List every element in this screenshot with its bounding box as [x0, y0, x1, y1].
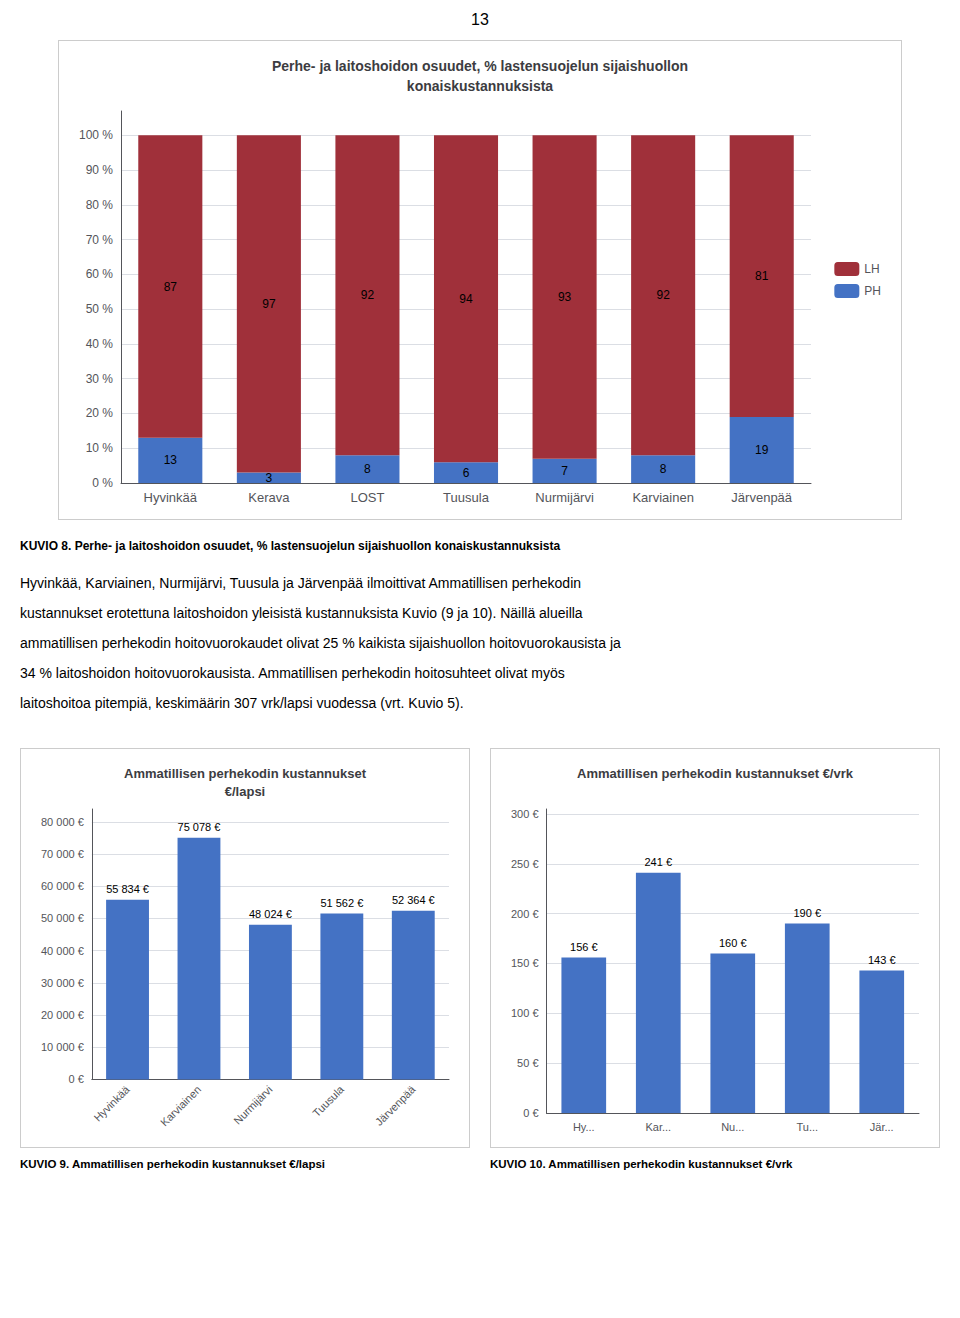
svg-text:90 %: 90 % — [86, 163, 114, 177]
svg-text:92: 92 — [361, 288, 375, 302]
svg-text:50 %: 50 % — [86, 302, 114, 316]
svg-text:PH: PH — [864, 284, 881, 298]
svg-text:40 %: 40 % — [86, 337, 114, 351]
svg-text:Ammatillisen perhekodin kustan: Ammatillisen perhekodin kustannukset — [124, 766, 367, 781]
html-text:Hyvinkää, Karviainen, Nurmijär: Hyvinkää, Karviainen, Nurmijärvi, Tuusul… — [20, 575, 581, 591]
svg-text:40 000 €: 40 000 € — [41, 945, 84, 957]
svg-text:160 €: 160 € — [719, 937, 747, 949]
svg-text:52 364 €: 52 364 € — [392, 894, 435, 906]
svg-text:0 %: 0 % — [92, 476, 113, 490]
svg-text:30 %: 30 % — [86, 372, 114, 386]
svg-text:Karviainen: Karviainen — [158, 1083, 203, 1128]
svg-text:60 %: 60 % — [86, 267, 114, 281]
svg-text:156 €: 156 € — [570, 941, 598, 953]
html-text:KUVIO 9. Ammatillisen perhekod: KUVIO 9. Ammatillisen perhekodin kustann… — [20, 1158, 326, 1170]
html-text:ammatillisen perhekodin hoitov: ammatillisen perhekodin hoitovuorokaudet… — [20, 635, 621, 651]
html-text:34 % laitoshoidon hoitovuoroka: 34 % laitoshoidon hoitovuorokausista. Am… — [20, 665, 565, 681]
svg-text:20 000 €: 20 000 € — [41, 1009, 84, 1021]
svg-text:19: 19 — [755, 443, 769, 457]
svg-text:€/lapsi: €/lapsi — [225, 784, 265, 799]
svg-text:100 %: 100 % — [79, 128, 113, 142]
html-text:13: 13 — [471, 11, 489, 28]
svg-text:97: 97 — [262, 297, 276, 311]
svg-text:Nurmijärvi: Nurmijärvi — [535, 490, 594, 505]
html-text:laitoshoitoa pitempiä, keskimä: laitoshoitoa pitempiä, keskimäärin 307 v… — [20, 695, 464, 711]
svg-text:87: 87 — [164, 280, 178, 294]
svg-text:Tu...: Tu... — [796, 1121, 818, 1133]
svg-text:300 €: 300 € — [511, 808, 539, 820]
svg-text:Jär...: Jär... — [870, 1121, 894, 1133]
svg-text:LH: LH — [864, 262, 879, 276]
svg-text:10 %: 10 % — [86, 441, 114, 455]
svg-text:92: 92 — [656, 288, 670, 302]
svg-text:Hy...: Hy... — [573, 1121, 595, 1133]
svg-text:Ammatillisen perhekodin kustan: Ammatillisen perhekodin kustannukset €/v… — [577, 766, 854, 781]
svg-text:Nu...: Nu... — [721, 1121, 744, 1133]
svg-text:51 562 €: 51 562 € — [320, 897, 363, 909]
svg-text:94: 94 — [459, 292, 473, 306]
svg-text:81: 81 — [755, 269, 769, 283]
svg-text:Kerava: Kerava — [248, 490, 290, 505]
svg-text:Nurmijärvi: Nurmijärvi — [231, 1083, 274, 1126]
svg-text:LOST: LOST — [350, 490, 384, 505]
svg-text:48 024 €: 48 024 € — [249, 908, 292, 920]
svg-text:250 €: 250 € — [511, 858, 539, 870]
svg-text:80 %: 80 % — [86, 198, 114, 212]
svg-text:0 €: 0 € — [523, 1107, 538, 1119]
html-text:KUVIO 8. Perhe- ja laitoshoido: KUVIO 8. Perhe- ja laitoshoidon osuudet,… — [20, 539, 561, 553]
svg-text:Tuusula: Tuusula — [443, 490, 490, 505]
svg-text:13: 13 — [164, 453, 178, 467]
svg-text:143 €: 143 € — [868, 954, 896, 966]
svg-text:50 000 €: 50 000 € — [41, 912, 84, 924]
svg-text:0 €: 0 € — [69, 1073, 84, 1085]
svg-text:60 000 €: 60 000 € — [41, 880, 84, 892]
svg-text:8: 8 — [364, 462, 371, 476]
svg-text:70 000 €: 70 000 € — [41, 848, 84, 860]
svg-text:Hyvinkää: Hyvinkää — [91, 1083, 132, 1124]
svg-text:konaiskustannuksista: konaiskustannuksista — [407, 78, 553, 94]
svg-text:6: 6 — [463, 466, 470, 480]
svg-text:Tuusula: Tuusula — [310, 1083, 346, 1119]
svg-text:Kar...: Kar... — [645, 1121, 671, 1133]
svg-text:3: 3 — [266, 471, 273, 485]
svg-text:80 000 €: 80 000 € — [41, 816, 84, 828]
svg-text:Hyvinkää: Hyvinkää — [144, 490, 198, 505]
svg-text:10 000 €: 10 000 € — [41, 1041, 84, 1053]
svg-text:7: 7 — [561, 464, 568, 478]
svg-text:75 078 €: 75 078 € — [178, 821, 221, 833]
svg-text:Järvenpää: Järvenpää — [731, 490, 792, 505]
svg-text:200 €: 200 € — [511, 908, 539, 920]
svg-text:50 €: 50 € — [517, 1057, 538, 1069]
svg-text:100 €: 100 € — [511, 1007, 539, 1019]
svg-text:Karviainen: Karviainen — [632, 490, 693, 505]
html-text:KUVIO 10. Ammatillisen perheko: KUVIO 10. Ammatillisen perhekodin kustan… — [490, 1158, 793, 1170]
svg-text:30 000 €: 30 000 € — [41, 977, 84, 989]
svg-text:Järvenpää: Järvenpää — [373, 1083, 418, 1128]
svg-text:8: 8 — [660, 462, 667, 476]
svg-text:20 %: 20 % — [86, 406, 114, 420]
svg-text:190 €: 190 € — [793, 907, 821, 919]
svg-text:150 €: 150 € — [511, 957, 539, 969]
svg-text:70 %: 70 % — [86, 233, 114, 247]
svg-text:93: 93 — [558, 290, 572, 304]
svg-text:241 €: 241 € — [645, 856, 673, 868]
svg-text:Perhe- ja laitoshoidon osuudet: Perhe- ja laitoshoidon osuudet, % lasten… — [272, 58, 688, 74]
svg-text:55 834 €: 55 834 € — [106, 883, 149, 895]
html-text:kustannukset erotettuna laitos: kustannukset erotettuna laitoshoidon yle… — [20, 605, 583, 621]
